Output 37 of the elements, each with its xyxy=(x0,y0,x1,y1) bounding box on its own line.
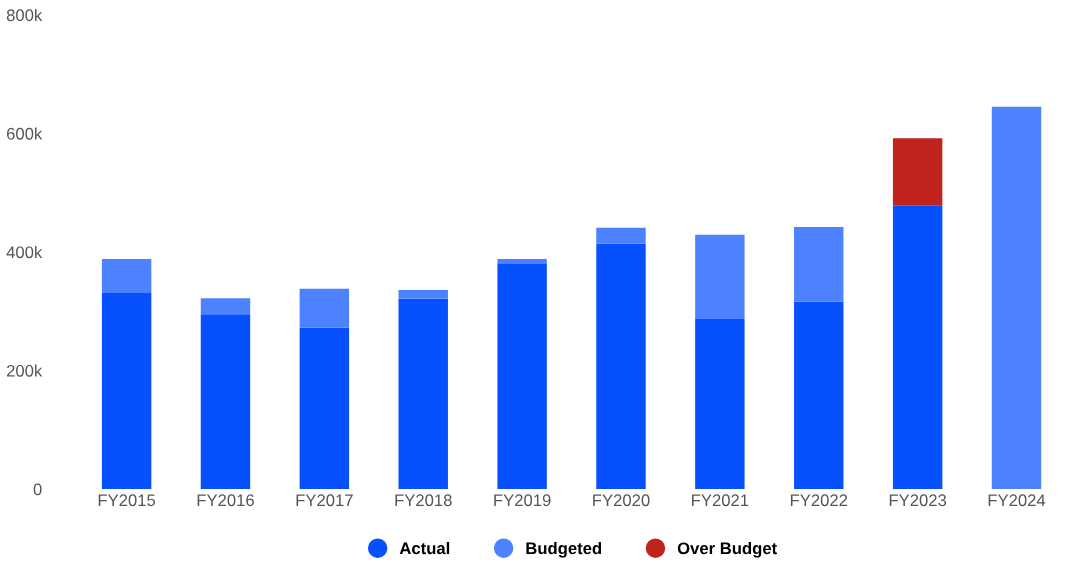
x-tick-label: FY2018 xyxy=(395,494,452,507)
legend-label: Actual xyxy=(399,541,450,555)
x-tick-label: FY2016 xyxy=(197,494,254,507)
bar xyxy=(695,318,745,490)
bar xyxy=(299,327,350,490)
legend-label: Budgeted xyxy=(526,541,602,558)
bar xyxy=(398,298,448,490)
x-tick-label: FY2015 xyxy=(98,494,156,507)
bar xyxy=(101,292,152,490)
x-tick-label: FY2023 xyxy=(889,494,947,507)
bar xyxy=(892,138,943,206)
bar xyxy=(299,288,350,328)
x-tick-label: FY2021 xyxy=(692,494,749,507)
bar xyxy=(794,227,844,302)
bar xyxy=(497,259,547,264)
bar xyxy=(596,227,646,244)
y-tick-label: 200k xyxy=(6,364,43,377)
y-tick-label: 800k xyxy=(6,8,43,22)
bar xyxy=(596,243,646,490)
x-tick-label: FY2024 xyxy=(988,494,1046,507)
bar xyxy=(794,301,844,490)
legend-label: Over Budget xyxy=(677,541,777,558)
y-tick-label: 400k xyxy=(6,245,43,259)
x-tick-label: FY2017 xyxy=(296,494,353,507)
bar xyxy=(398,289,448,299)
bar xyxy=(991,106,1042,490)
bar xyxy=(892,205,943,490)
y-tick-label: 0 xyxy=(33,483,42,496)
y-tick-label: 600k xyxy=(6,127,43,140)
bar xyxy=(200,314,251,490)
bar xyxy=(200,298,251,315)
bar xyxy=(101,259,152,293)
x-tick-label: FY2020 xyxy=(593,494,650,507)
x-tick-label: FY2019 xyxy=(494,494,551,507)
bar xyxy=(695,234,745,319)
bar xyxy=(497,263,547,490)
x-tick-label: FY2022 xyxy=(790,494,848,507)
